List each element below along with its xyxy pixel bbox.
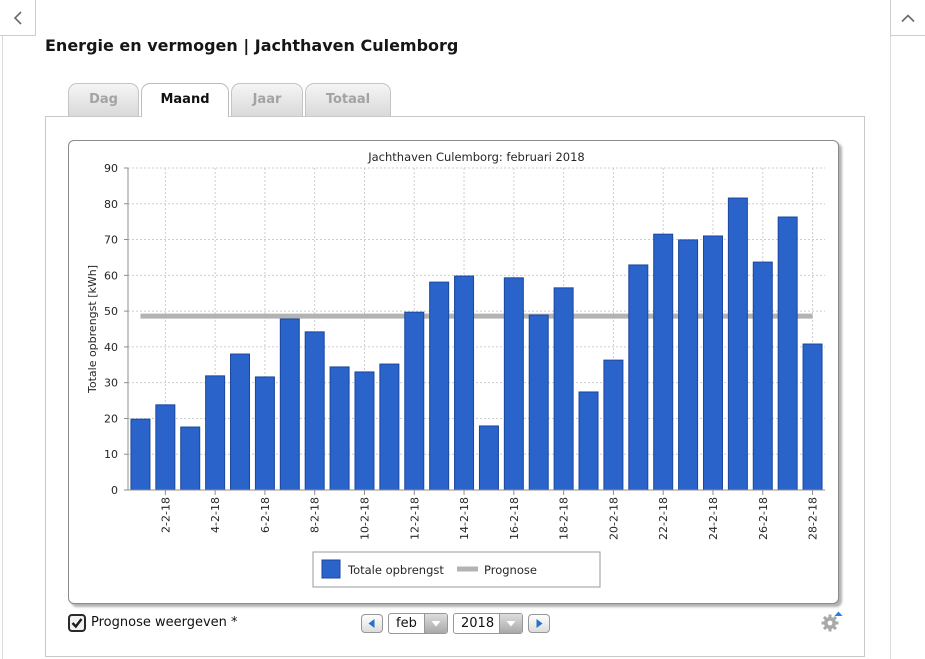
- chart-bar: [130, 418, 151, 491]
- x-tick-label: 10-2-18: [358, 497, 371, 540]
- y-tick-label: 10: [104, 448, 118, 461]
- chart-bar: [578, 391, 599, 491]
- x-tick-label: 22-2-18: [657, 497, 670, 540]
- bars: [130, 197, 823, 491]
- chart-bar: [404, 311, 425, 491]
- x-tick-label: 16-2-18: [508, 497, 521, 540]
- chart-bar: [528, 314, 549, 491]
- chart-bar: [628, 264, 649, 491]
- x-tick-label: 4-2-18: [209, 497, 222, 533]
- chart-bar: [603, 359, 624, 491]
- gear-icon[interactable]: [820, 610, 844, 634]
- checkmark-icon: [71, 618, 83, 629]
- y-tick-label: 40: [104, 341, 118, 354]
- month-select[interactable]: feb: [388, 613, 448, 634]
- collapse-button[interactable]: [890, 0, 925, 36]
- chart-bar: [180, 426, 201, 491]
- year-select-value: 2018: [461, 616, 495, 631]
- chart-bar: [653, 233, 674, 491]
- legend-box: [312, 551, 601, 588]
- year-select-toggle[interactable]: [499, 614, 522, 633]
- y-tick-label: 30: [104, 377, 118, 390]
- tab-jaar[interactable]: Jaar: [231, 83, 303, 116]
- y-tick-label: 70: [104, 234, 118, 247]
- chart-bar: [379, 363, 400, 491]
- tab-totaal[interactable]: Totaal: [305, 83, 391, 116]
- month-select-value: feb: [396, 616, 417, 631]
- triangle-left-icon: [368, 619, 375, 628]
- y-tick-label: 20: [104, 412, 118, 425]
- chart-bar: [777, 216, 798, 491]
- chart-bar: [702, 235, 723, 491]
- chart-bar: [205, 375, 226, 491]
- x-tick-label: 24-2-18: [707, 497, 720, 540]
- chart-bar: [678, 239, 699, 491]
- y-tick-label: 60: [104, 269, 118, 282]
- chart-bar: [279, 318, 300, 491]
- page-frame: [2, 35, 891, 659]
- month-select-toggle[interactable]: [424, 614, 447, 633]
- legend-swatch-totale-opbrengst: [321, 559, 341, 579]
- chart-bar: [752, 261, 773, 491]
- tab-dag[interactable]: Dag: [68, 83, 139, 116]
- y-tick-label: 80: [104, 198, 118, 211]
- year-select[interactable]: 2018: [453, 613, 523, 634]
- x-tick-label: 20-2-18: [607, 497, 620, 540]
- chart-bar: [503, 277, 524, 491]
- chart-title: Jachthaven Culemborg: februari 2018: [367, 150, 585, 164]
- chevron-left-icon: [13, 10, 22, 25]
- next-month-button[interactable]: [528, 614, 550, 633]
- y-tick-label: 0: [111, 484, 118, 497]
- previous-month-button[interactable]: [361, 614, 383, 633]
- legend: Totale opbrengst Prognose: [312, 551, 601, 588]
- chart-bar: [802, 343, 823, 491]
- legend-label-prognose: Prognose: [484, 563, 537, 577]
- tab-maand[interactable]: Maand: [141, 83, 229, 117]
- x-tick-label: 14-2-18: [458, 497, 471, 540]
- chart-bar: [230, 353, 251, 491]
- x-tick-label: 26-2-18: [757, 497, 770, 540]
- chart-bar: [454, 275, 475, 491]
- chevron-up-icon: [901, 13, 915, 22]
- chart-bar: [304, 331, 325, 491]
- prognose-checkbox[interactable]: [68, 614, 86, 632]
- x-tick-label: 6-2-18: [259, 497, 272, 533]
- chart-bar: [329, 366, 350, 491]
- chart-bar: [429, 281, 450, 491]
- energy-chart: Jachthaven Culemborg: februari 2018 0 10 2…: [86, 150, 825, 588]
- chart-bar: [354, 371, 375, 491]
- chart-bar: [727, 197, 748, 491]
- prognose-checkbox-label[interactable]: Prognose weergeven *: [91, 615, 238, 630]
- triangle-down-icon: [506, 621, 516, 627]
- page-title: Energie en vermogen | Jachthaven Culembo…: [45, 36, 459, 55]
- y-axis-label: Totale opbrengst [kWh]: [86, 265, 99, 394]
- axes: 0 10 20 30 40 50 60 70 80 90 2-2-18 4-2-18 6-2-18 8-2…: [104, 162, 825, 540]
- triangle-down-icon: [431, 621, 441, 627]
- y-tick-label: 90: [104, 162, 118, 175]
- chart-bar: [553, 287, 574, 491]
- chart-bar: [478, 425, 499, 491]
- x-tick-label: 8-2-18: [309, 497, 322, 533]
- chart-panel: Jachthaven Culemborg: februari 2018 0 10 2…: [68, 140, 839, 604]
- chart-bar: [155, 404, 176, 491]
- triangle-right-icon: [536, 619, 543, 628]
- x-tick-label: 18-2-18: [558, 497, 571, 540]
- x-tick-label: 28-2-18: [807, 497, 820, 540]
- back-button[interactable]: [0, 0, 36, 36]
- chart-bar: [254, 376, 275, 491]
- x-tick-label: 12-2-18: [408, 497, 421, 540]
- y-tick-label: 50: [104, 305, 118, 318]
- legend-label-totale-opbrengst: Totale opbrengst: [347, 563, 444, 577]
- x-tick-label: 2-2-18: [159, 497, 172, 533]
